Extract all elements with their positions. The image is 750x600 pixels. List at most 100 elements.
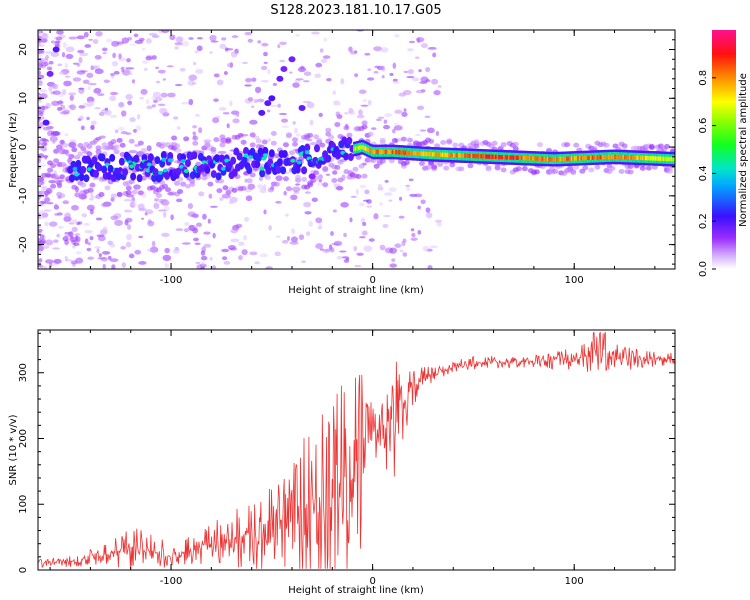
ridge-blob <box>157 172 164 181</box>
halo-blob <box>618 168 625 174</box>
noise-blob <box>41 105 49 110</box>
noise-blob <box>95 31 103 37</box>
noise-blob <box>162 78 167 81</box>
noise-blob <box>111 264 116 269</box>
noise-blob <box>322 55 331 59</box>
noise-blob <box>304 191 311 194</box>
ridge-band-core <box>449 152 453 158</box>
halo-blob <box>116 137 123 143</box>
halo-blob <box>56 180 63 186</box>
noise-blob <box>289 71 293 74</box>
halo-blob <box>86 143 93 149</box>
halo-blob <box>56 162 63 168</box>
ridge-band-core <box>404 150 407 155</box>
halo-blob <box>591 146 598 152</box>
halo-blob <box>222 185 229 191</box>
noise-blob <box>159 107 168 115</box>
colorbar-tick-label: 0.6 <box>698 118 709 134</box>
noise-blob <box>384 113 393 118</box>
ridge-band-core <box>486 154 490 159</box>
ridge-band-core <box>390 149 393 155</box>
noise-blob <box>125 241 132 248</box>
isolated-blob <box>280 66 288 73</box>
noise-blob <box>292 82 300 88</box>
ridge-band-core <box>378 149 382 155</box>
ridge-band-core <box>374 149 377 155</box>
ridge-band-core <box>517 155 520 161</box>
noise-blob <box>419 129 427 132</box>
noise-blob <box>429 245 438 249</box>
y-tick-label: 10 <box>18 92 29 105</box>
ridge-band-core <box>627 155 630 160</box>
noise-blob <box>359 202 365 207</box>
noise-blob <box>349 50 358 55</box>
noise-blob <box>289 241 299 245</box>
halo-blob <box>270 130 277 136</box>
noise-blob <box>216 79 224 86</box>
halo-blob <box>53 148 60 154</box>
noise-blob <box>319 48 324 53</box>
ridge-band-core <box>625 155 628 160</box>
halo-blob <box>137 140 144 146</box>
ridge-band-core <box>528 156 532 161</box>
ridge-blob <box>246 166 253 175</box>
ridge-band-core <box>533 156 536 161</box>
noise-blob <box>61 51 66 58</box>
noise-blob <box>238 255 243 261</box>
halo-blob <box>443 165 450 171</box>
noise-blob <box>43 57 49 63</box>
noise-blob <box>56 144 63 150</box>
noise-blob <box>86 204 95 211</box>
ridge-band-core <box>554 156 557 162</box>
noise-blob <box>291 186 301 192</box>
ridge-band-core <box>480 154 483 159</box>
noise-blob <box>343 232 347 238</box>
noise-blob <box>358 89 367 94</box>
noise-blob <box>174 83 183 87</box>
noise-blob <box>147 219 152 224</box>
noise-blob <box>114 219 123 226</box>
ridge-band-core <box>549 156 553 162</box>
noise-blob <box>360 104 369 107</box>
halo-blob <box>282 176 289 182</box>
noise-blob <box>103 79 111 83</box>
noise-blob <box>43 209 52 212</box>
noise-blob <box>95 137 102 141</box>
noise-blob <box>38 201 43 206</box>
noise-blob <box>78 221 83 225</box>
snr-series-line <box>38 331 675 569</box>
halo-blob <box>116 191 123 197</box>
ridge-blob <box>236 152 243 161</box>
noise-blob <box>375 118 382 122</box>
ridge-blob <box>254 160 261 169</box>
noise-blob <box>162 211 167 218</box>
halo-blob <box>645 165 652 171</box>
halo-blob <box>50 183 57 189</box>
ridge-blob <box>347 153 354 162</box>
noise-blob <box>45 239 54 246</box>
noise-blob <box>50 40 55 44</box>
ridge-band-core <box>656 156 659 161</box>
noise-blob <box>247 183 256 190</box>
noise-blob <box>191 82 197 85</box>
noise-blob <box>279 41 287 46</box>
noise-blob <box>263 51 268 57</box>
noise-blob <box>38 244 44 247</box>
ridge-band-core <box>624 155 627 160</box>
halo-blob <box>177 176 184 182</box>
ridge-band-core <box>456 153 459 158</box>
noise-blob <box>318 112 323 118</box>
noise-blob <box>79 52 89 57</box>
noise-blob <box>78 87 85 90</box>
noise-blob <box>54 41 60 48</box>
noise-blob <box>306 101 315 109</box>
halo-blob <box>533 169 540 175</box>
y-tick-label: 200 <box>18 429 29 448</box>
ridge-band-core <box>477 154 480 159</box>
noise-blob <box>389 247 398 254</box>
noise-blob <box>174 42 184 46</box>
noise-blob <box>426 127 435 134</box>
halo-blob <box>515 166 522 172</box>
ridge-band-core <box>482 154 485 159</box>
